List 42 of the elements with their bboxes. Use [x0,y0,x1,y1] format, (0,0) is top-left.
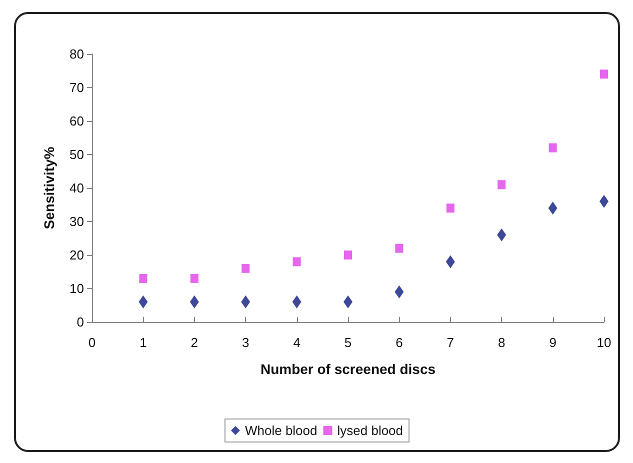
point [497,228,506,242]
y-tick-label: 30 [70,214,84,229]
point [344,250,352,260]
x-tick-label: 4 [293,335,300,350]
point [241,295,250,308]
x-tick-label: 5 [344,335,352,350]
point [138,295,148,308]
x-tick-label: 8 [498,335,506,350]
x-tick-label: 3 [242,335,250,350]
y-tick-label: 70 [70,80,84,95]
y-tick-label: 40 [70,180,84,196]
y-tick-label: 0 [76,314,84,330]
legend-label: lysed blood [337,423,404,438]
point [292,257,301,266]
y-axis-title: Sensitivity% [41,146,57,230]
point [394,285,404,298]
point [446,255,455,268]
point [190,295,199,308]
point [395,244,404,253]
x-tick-label: 7 [446,335,454,350]
x-tick-label: 2 [190,335,198,350]
y-tick-label: 80 [70,46,84,62]
x-tick-label: 6 [396,335,403,350]
point [498,180,506,190]
point [190,274,198,283]
y-tick-label: 10 [70,281,84,296]
point [446,204,454,213]
point [139,274,148,283]
legend-label: Whole blood [244,423,318,438]
x-tick-label: 0 [88,335,96,350]
y-tick-label: 20 [70,248,84,262]
x-axis-title: Number of screened discs [260,361,436,377]
x-tick-label: 1 [140,335,147,350]
y-tick-label: 60 [70,114,84,128]
point [600,70,608,79]
point [548,143,557,152]
point [548,202,558,215]
point [292,295,302,308]
y-tick-label: 50 [70,147,84,162]
x-tick-label: 9 [549,335,556,350]
point [242,264,250,273]
x-tick-label: 10 [596,335,612,350]
